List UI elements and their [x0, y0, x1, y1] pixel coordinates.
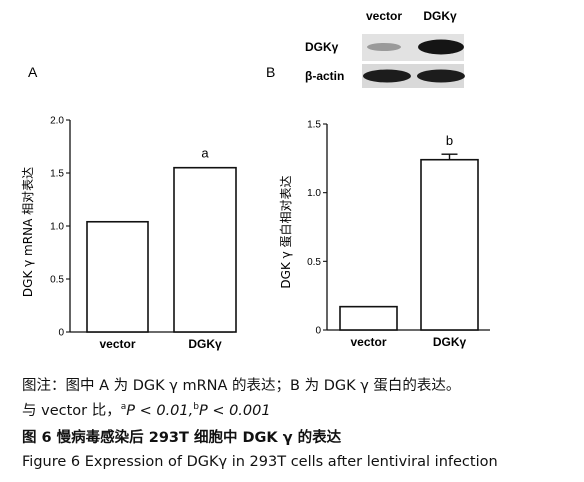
blot-band-dgk-dgk — [418, 39, 464, 55]
caption-sig-a-letter: a — [120, 402, 127, 412]
chart-a-y-tick-label: 2.0 — [50, 116, 64, 127]
caption-line-2-prefix: 与 vector 比， — [22, 403, 121, 419]
caption-line-1: 图注：图中 A 为 DGK γ mRNA 的表达；B 为 DGK γ 蛋白的表达… — [22, 378, 461, 394]
chart-a-x-label-0: vector — [99, 337, 135, 351]
chart-a-y-tick-label: 1.5 — [50, 169, 64, 180]
panel-b-label: B — [266, 64, 275, 80]
chart-b-y-tick-label: 0 — [315, 326, 321, 337]
chart-a-y-axis-label: DGK γ mRNA 相对表达 — [21, 167, 35, 297]
chart-b-x-label-1: DGKγ — [433, 335, 467, 349]
western-blot: vector DGKγ DGKγ β-actin — [305, 9, 465, 88]
chart-a-bar-1 — [173, 166, 237, 333]
caption-line-2: 与 vector 比，aP < 0.01,bP < 0.001 — [22, 399, 271, 420]
chart-b-x-label-0: vector — [350, 335, 386, 349]
caption-sig-b-text: P < 0.001 — [198, 403, 271, 419]
blot-row-label-dgk: DGKγ — [305, 40, 339, 54]
chart-b-bar-0 — [339, 305, 398, 331]
chart-a-x-label-1: DGKγ — [188, 337, 222, 351]
chart-b-y-tick-label: 0.5 — [307, 257, 321, 268]
blot-lane-label-dgk: DGKγ — [423, 9, 457, 23]
chart-b-y-tick-label: 1.0 — [307, 188, 321, 199]
chart-a-y-tick-label: 0.5 — [50, 275, 64, 286]
chart-b-protein: 0 0.5 1.0 1.5 vector b DGKγ DGK γ 蛋白相对表达 — [278, 120, 490, 349]
caption-line-4: Figure 6 Expression of DGKγ in 293T cell… — [22, 454, 498, 470]
chart-b-annotation-1: b — [446, 133, 453, 148]
chart-a-mrna: 0 0.5 1.0 1.5 2.0 vector a DGKγ DGK γ mRNA 相对表达 — [21, 116, 237, 351]
blot-lane-label-vector: vector — [366, 9, 402, 23]
blot-band-dgk-vector — [367, 43, 401, 51]
caption-sig-b-letter: b — [193, 402, 199, 412]
caption-sig-a-text: P < 0.01, — [126, 403, 194, 419]
chart-b-y-tick-label: 1.5 — [307, 120, 321, 131]
blot-band-actin-dgk — [417, 69, 465, 83]
chart-a-bar-0 — [86, 220, 149, 333]
chart-b-y-axis-label: DGK γ 蛋白相对表达 — [278, 175, 293, 288]
chart-b-bar-1 — [420, 158, 479, 331]
chart-a-y-tick-label: 0 — [58, 328, 64, 339]
blot-band-actin-vector — [363, 69, 411, 83]
caption-line-3: 图 6 慢病毒感染后 293T 细胞中 DGK γ 的表达 — [22, 430, 342, 446]
blot-row-label-actin: β-actin — [305, 69, 344, 83]
panel-a-label: A — [28, 64, 38, 80]
chart-a-annotation-1: a — [201, 146, 209, 161]
chart-a-y-tick-label: 1.0 — [50, 222, 64, 233]
